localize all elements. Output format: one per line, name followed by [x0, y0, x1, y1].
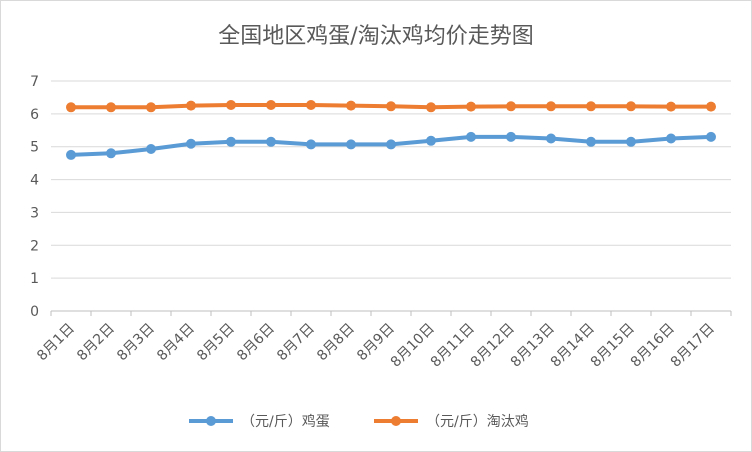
data-point	[146, 102, 156, 113]
data-point	[346, 139, 356, 150]
x-tick-label: 8月7日	[274, 321, 318, 365]
x-tick-label: 8月2日	[74, 321, 118, 365]
data-point	[466, 101, 476, 112]
data-point	[546, 133, 556, 144]
data-point	[666, 133, 676, 144]
legend-marker-0	[206, 416, 216, 426]
data-point	[506, 131, 516, 142]
x-tick-label: 8月6日	[234, 321, 278, 365]
data-point	[426, 135, 436, 146]
legend-label-1: （元/斤）淘汰鸡	[426, 413, 529, 430]
data-point	[226, 99, 236, 110]
y-tick-label: 7	[30, 74, 39, 90]
x-tick-label: 8月4日	[154, 321, 198, 365]
x-tick-label: 8月8日	[314, 321, 358, 365]
legend-label-0: （元/斤）鸡蛋	[241, 413, 330, 430]
data-point	[186, 138, 196, 149]
gridlines	[51, 80, 731, 312]
data-point	[426, 102, 436, 113]
data-point	[306, 99, 316, 110]
legend: （元/斤）鸡蛋 （元/斤）淘汰鸡	[189, 413, 529, 430]
data-point	[146, 144, 156, 155]
data-point	[186, 100, 196, 111]
data-point	[66, 102, 76, 113]
x-tick-label: 8月3日	[114, 321, 158, 365]
data-point	[266, 136, 276, 147]
data-point	[506, 101, 516, 112]
y-tick-label: 0	[30, 304, 39, 320]
data-point	[666, 101, 676, 112]
y-tick-label: 4	[30, 173, 39, 189]
data-point	[626, 136, 636, 147]
y-tick-label: 1	[30, 271, 39, 287]
x-tick-label: 8月5日	[194, 321, 238, 365]
data-point	[266, 99, 276, 110]
data-point	[306, 139, 316, 150]
data-point	[466, 131, 476, 142]
y-tick-label: 5	[30, 140, 39, 156]
series-layer	[66, 99, 716, 160]
data-point	[546, 101, 556, 112]
data-point	[66, 149, 76, 160]
data-point	[586, 136, 596, 147]
data-point	[706, 101, 716, 112]
data-point	[106, 102, 116, 113]
legend-marker-1	[391, 416, 401, 426]
data-point	[386, 101, 396, 112]
data-point	[346, 100, 356, 111]
data-point	[706, 131, 716, 142]
data-point	[106, 148, 116, 159]
y-tick-label: 6	[30, 107, 39, 123]
data-point	[386, 139, 396, 150]
axes: 0 1 2 3 4 5 6 7 8月1日8月2日8月3日8月4日8月5日8月6日8月7日8月8日…	[30, 74, 732, 371]
x-tick-label: 8月17日	[668, 321, 718, 371]
x-tick-label: 8月1日	[34, 321, 78, 365]
data-point	[586, 101, 596, 112]
y-tick-label: 3	[30, 205, 39, 221]
y-tick-label: 2	[30, 238, 39, 254]
data-point	[626, 101, 636, 112]
chart-title: 全国地区鸡蛋/淘汰鸡均价走势图	[218, 24, 533, 49]
data-point	[226, 136, 236, 147]
